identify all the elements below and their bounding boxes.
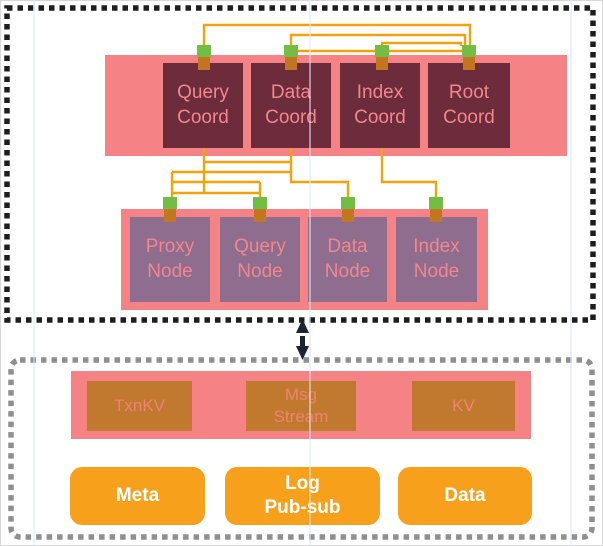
connector-head <box>375 45 389 57</box>
index-coord-connector-icon <box>375 45 389 70</box>
connector-stem <box>285 57 297 70</box>
msg-stream-box: Msg Stream <box>246 381 356 431</box>
index-coord-box: Index Coord <box>340 63 420 148</box>
log-pubsub-store-label: Log Pub-sub <box>264 472 341 518</box>
query-coord-connector-icon <box>197 45 211 70</box>
connector-head <box>429 197 443 209</box>
query-node-label: Query Node <box>234 236 286 282</box>
connector-stem <box>198 57 210 70</box>
log-pubsub-store-box: Log Pub-sub <box>225 467 380 525</box>
meta-store-box: Meta <box>70 467 205 525</box>
kv-label: KV <box>452 396 475 416</box>
connector-head <box>163 197 177 209</box>
query-node-box: Query Node <box>220 217 300 302</box>
query-coord-box: Query Coord <box>163 63 243 148</box>
index-node-label: Index Node <box>413 236 460 282</box>
connector-head <box>197 45 211 57</box>
connector-stem <box>342 209 354 222</box>
index-node-box: Index Node <box>396 217 477 302</box>
data-coord-connector-icon <box>284 45 298 70</box>
kv-box: KV <box>412 381 515 431</box>
data-store-label: Data <box>444 484 486 506</box>
query-node-connector-icon <box>253 197 267 222</box>
data-coord-box: Data Coord <box>251 63 331 148</box>
query-coord-label: Query Coord <box>177 82 229 128</box>
connector-head <box>253 197 267 209</box>
connector-head <box>341 197 355 209</box>
index-node-connector-icon <box>429 197 443 222</box>
proxy-node-label: Proxy Node <box>145 236 195 282</box>
root-coord-connector-icon <box>462 45 476 70</box>
msg-stream-label: Msg Stream <box>273 385 329 426</box>
txnkv-label: TxnKV <box>113 396 166 416</box>
guide-line-center <box>309 0 311 546</box>
connector-stem <box>430 209 442 222</box>
connector-stem <box>254 209 266 222</box>
connector-stem <box>376 57 388 70</box>
meta-store-label: Meta <box>115 484 160 506</box>
coordinator-link-lines <box>202 23 472 53</box>
connector-head <box>462 45 476 57</box>
proxy-node-box: Proxy Node <box>130 217 210 302</box>
connector-stem <box>164 209 176 222</box>
guide-line-right <box>570 0 572 546</box>
connector-head <box>284 45 298 57</box>
index-coord-label: Index Coord <box>354 82 406 128</box>
data-node-label: Data Node <box>324 236 371 282</box>
data-store-box: Data <box>398 467 532 525</box>
data-node-connector-icon <box>341 197 355 222</box>
root-coord-label: Root Coord <box>443 82 495 128</box>
data-node-box: Data Node <box>308 217 387 302</box>
guide-line-left <box>33 0 35 546</box>
proxy-node-connector-icon <box>163 197 177 222</box>
root-coord-box: Root Coord <box>428 63 510 148</box>
bidirectional-arrow-icon <box>296 319 309 360</box>
connector-stem <box>463 57 475 70</box>
txnkv-box: TxnKV <box>87 381 192 431</box>
